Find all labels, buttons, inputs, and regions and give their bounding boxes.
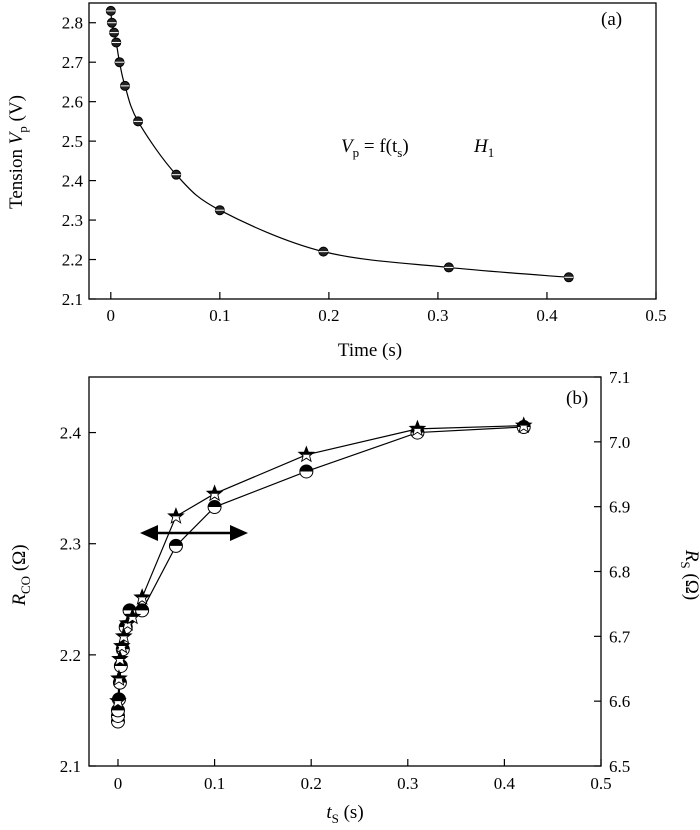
panel-b-star-point <box>297 445 316 463</box>
panel-a-y-tick-label: 2.6 <box>62 93 83 112</box>
panel-b-x-label: tS (s) <box>326 802 363 826</box>
panel-a-y-tick-label: 2.1 <box>62 290 83 309</box>
panel-b-y-right-label: RS (Ω) <box>678 549 700 600</box>
panel-b-double-arrow <box>140 525 248 541</box>
panel-b-circle-point <box>168 538 183 553</box>
panel-b-y-left-tick-label: 2.3 <box>60 535 81 554</box>
panel-a-data-point <box>443 262 454 273</box>
panel-b-y-right-tick-label: 6.8 <box>609 563 630 582</box>
panel-a-data-point <box>171 169 182 180</box>
panel-b-star-point <box>114 627 133 644</box>
panel-a-data-point <box>563 272 574 283</box>
panel-b-y-right-tick-label: 6.6 <box>609 692 630 711</box>
panel-b-star-point <box>111 649 129 667</box>
panel-b-y-left-tick-label: 2.4 <box>60 424 82 443</box>
panel-b-x-tick-label: 0.5 <box>590 774 611 793</box>
panel-b-y-left-label: RCO (Ω) <box>9 544 33 606</box>
panel-b-y-left-tick-label: 2.1 <box>60 757 81 776</box>
panel-a-y-tick-label: 2.7 <box>62 53 84 72</box>
panel-a-annotation-h: H1 <box>473 136 494 160</box>
panel-b-star-point <box>109 691 127 709</box>
panel-b-y-right-tick-label: 6.7 <box>609 627 631 646</box>
panel-b-circle-point <box>299 464 314 479</box>
panel-b-circle-line <box>117 426 524 722</box>
panel-b-frame <box>88 376 602 767</box>
panel-b: 0 0.1 0.2 0.3 0.4 0.5 2.1 2.2 2.3 2.4 6.5 6.6 6.7 6.8… <box>9 368 700 826</box>
panel-b-star-point <box>205 484 224 502</box>
panel-a-y-tick-label: 2.4 <box>62 172 84 191</box>
panel-b-y-right-tick-label: 6.9 <box>609 498 630 517</box>
panel-a-annotation: Vp = f(ts) <box>341 136 409 160</box>
panel-a: 0 0.1 0.2 0.3 0.4 0.5 2.1 2.2 2.3 2.4 2.5 2.6 2.7 2.8… <box>6 2 667 361</box>
panel-b-star-point <box>133 588 151 605</box>
panel-b-star-point <box>110 669 128 686</box>
panel-a-x-tick-label: 0 <box>107 306 116 325</box>
panel-b-circle-point <box>135 603 150 618</box>
panel-a-x-tick-label: 0.3 <box>427 306 448 325</box>
panel-a-data-point <box>109 27 120 38</box>
panel-a-x-tick-label: 0.4 <box>536 306 558 325</box>
panel-a-fit-curve <box>110 10 569 278</box>
panel-a-data-point <box>133 116 144 127</box>
panel-b-label: (b) <box>566 388 588 409</box>
panel-a-data-point <box>111 37 122 48</box>
panel-a-x-tick-label: 0.5 <box>645 306 666 325</box>
panel-b-x-tick-label: 0 <box>114 774 123 793</box>
panel-a-data-point <box>105 5 116 16</box>
panel-b-star-point <box>167 507 185 524</box>
panel-b-y-right-tick-label: 7.1 <box>609 368 630 387</box>
panel-a-y-tick-label: 2.5 <box>62 132 83 151</box>
panel-a-y-label: Tension Vp (V) <box>6 95 30 209</box>
panel-a-data-point <box>214 205 225 216</box>
panel-a-y-tick-label: 2.3 <box>62 211 83 230</box>
panel-b-x-tick-label: 0.4 <box>494 774 516 793</box>
panel-b-y-left-tick-label: 2.2 <box>60 646 81 665</box>
panel-b-star-point <box>408 419 427 437</box>
panel-a-data-point <box>318 246 329 257</box>
panel-a-label: (a) <box>601 9 622 30</box>
panel-b-star-point <box>113 636 131 654</box>
panel-b-star-point <box>123 607 142 625</box>
panel-b-x-tick-label: 0.2 <box>301 774 322 793</box>
panel-a-frame <box>88 2 657 300</box>
panel-b-y-right-tick-label: 7.0 <box>609 433 630 452</box>
panel-a-x-tick-label: 0.1 <box>209 306 230 325</box>
panel-b-star-point <box>514 416 533 434</box>
panel-b-y-right-tick-label: 6.5 <box>609 757 630 776</box>
panel-a-data-point <box>114 57 125 68</box>
panel-b-x-tick-label: 0.1 <box>204 774 225 793</box>
panel-a-data-point <box>119 80 130 91</box>
panel-a-x-label: Time (s) <box>338 340 402 361</box>
panel-a-data-point <box>106 17 117 28</box>
panel-b-x-tick-label: 0.3 <box>397 774 418 793</box>
panel-a-y-tick-label: 2.2 <box>62 251 83 270</box>
panel-a-y-tick-label: 2.8 <box>62 14 83 33</box>
panel-b-circle-point <box>207 500 222 515</box>
panel-a-x-tick-label: 0.2 <box>318 306 339 325</box>
